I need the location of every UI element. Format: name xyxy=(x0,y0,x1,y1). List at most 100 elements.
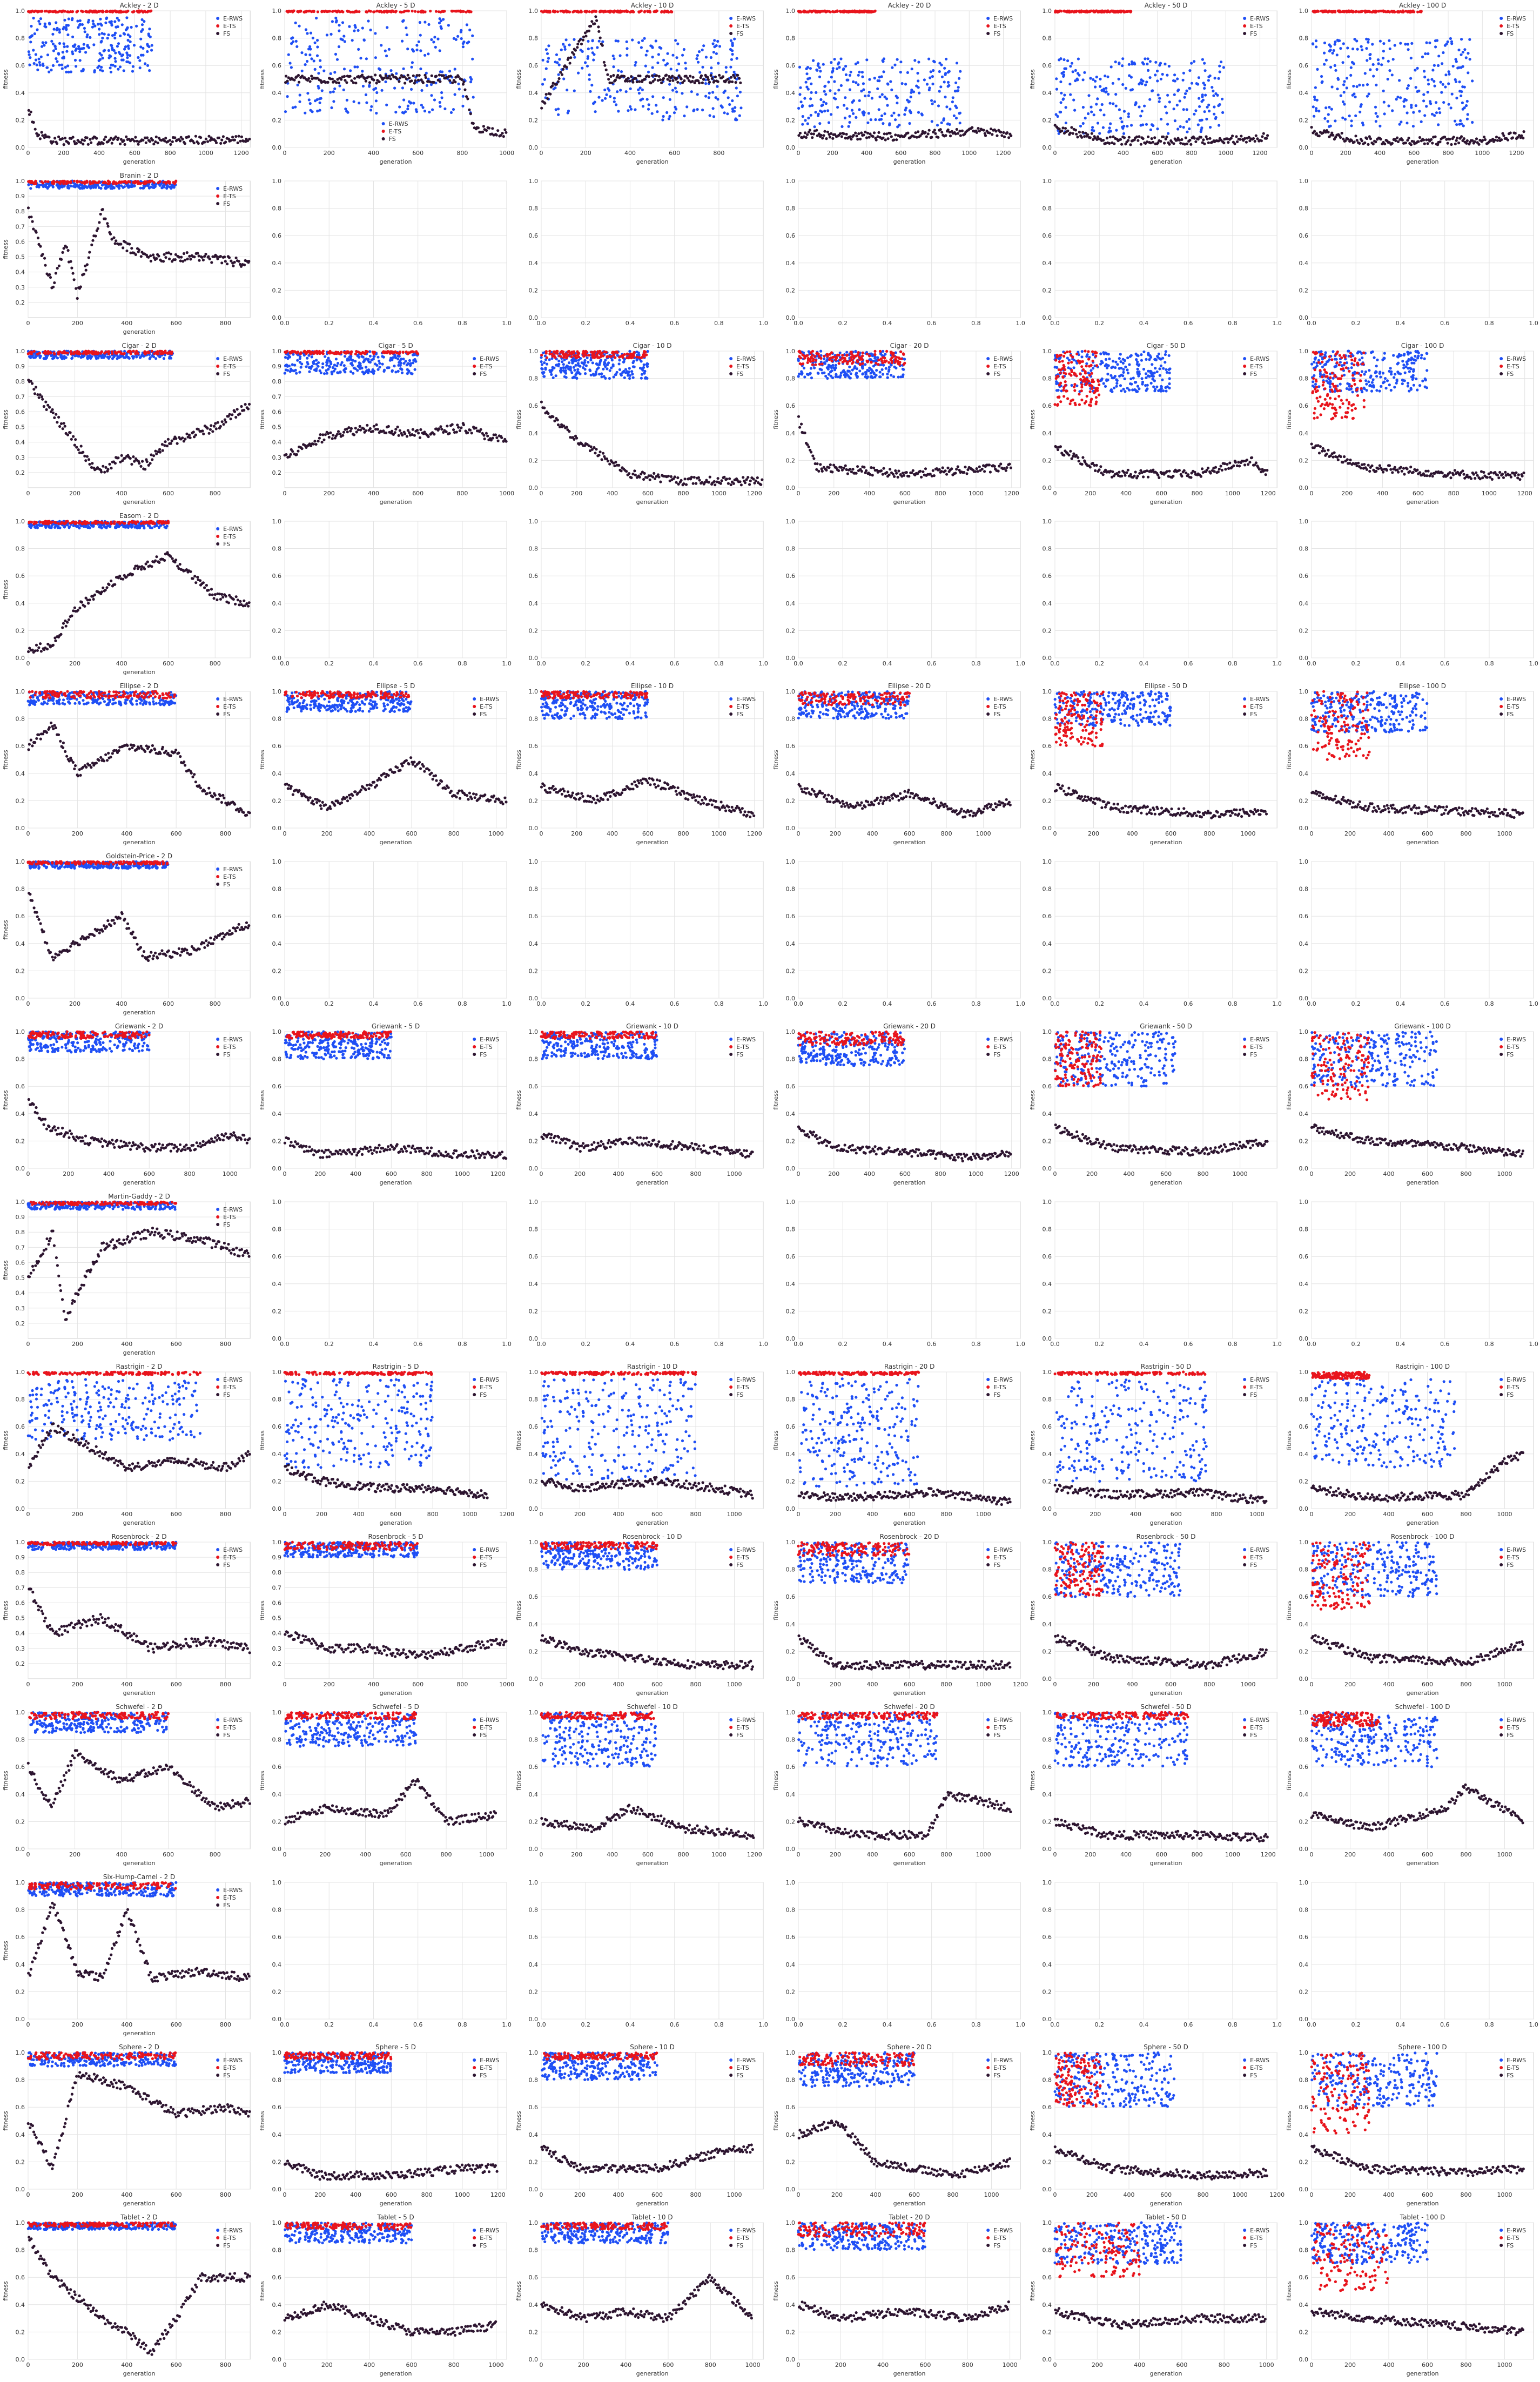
data-point xyxy=(78,50,82,53)
data-point xyxy=(1465,139,1469,143)
data-point xyxy=(1127,74,1131,77)
data-point xyxy=(29,352,32,355)
data-point xyxy=(1476,141,1479,144)
data-point xyxy=(926,132,930,136)
data-point xyxy=(43,22,46,25)
data-point xyxy=(665,111,669,114)
data-point xyxy=(647,10,650,14)
data-point xyxy=(558,58,561,61)
data-point xyxy=(336,78,339,81)
data-point xyxy=(1467,52,1470,55)
data-point xyxy=(1112,9,1115,12)
y-tick-label: 1.0 xyxy=(1299,178,1308,185)
data-point xyxy=(883,132,886,136)
data-point xyxy=(1143,57,1147,60)
data-point xyxy=(200,255,204,259)
data-point xyxy=(1058,127,1061,131)
data-point xyxy=(1201,141,1204,144)
data-point xyxy=(89,186,92,190)
data-point xyxy=(892,111,896,115)
data-point xyxy=(113,242,117,245)
data-point xyxy=(938,70,941,73)
data-point xyxy=(1081,122,1085,125)
data-point xyxy=(690,90,694,93)
data-point xyxy=(1239,134,1243,138)
data-point xyxy=(1210,86,1214,89)
data-point xyxy=(136,139,139,143)
data-point xyxy=(1374,10,1377,14)
data-point xyxy=(406,104,410,107)
data-point xyxy=(203,255,206,258)
data-point xyxy=(1324,106,1328,110)
data-point xyxy=(234,256,238,260)
data-point xyxy=(106,37,109,40)
x-tick-label: 0.4 xyxy=(882,320,892,327)
data-point xyxy=(1428,100,1432,103)
data-point xyxy=(1081,106,1085,109)
data-point xyxy=(1340,131,1343,135)
data-point xyxy=(154,449,157,453)
data-point xyxy=(1243,137,1246,140)
data-point xyxy=(98,221,101,224)
data-point xyxy=(1366,95,1369,98)
data-point xyxy=(885,132,888,136)
data-point xyxy=(353,77,357,80)
y-tick-label: 0.4 xyxy=(785,90,795,97)
data-point xyxy=(681,92,684,95)
data-point xyxy=(307,98,311,102)
subplot-svg: 0.0 0.2 0.4 0.6 0.8 1.00.00.20.40.60.81.0 xyxy=(272,178,512,327)
data-point xyxy=(842,132,845,136)
data-point xyxy=(291,36,294,39)
data-point xyxy=(32,227,35,231)
data-point xyxy=(60,9,64,12)
data-point xyxy=(916,79,919,83)
subplot-ackley-20-d: 0 200 400 600 800 1000 1200 0.0 0.2 0.4 0.6 0.8 1.0 A… xyxy=(770,0,1027,170)
data-point xyxy=(65,182,68,185)
data-point xyxy=(945,105,948,109)
data-point xyxy=(417,40,421,43)
data-point xyxy=(120,352,123,355)
data-point xyxy=(217,136,221,139)
data-point xyxy=(359,57,362,60)
data-point xyxy=(80,10,83,13)
data-point xyxy=(1332,49,1335,52)
data-point xyxy=(1211,89,1215,93)
data-point xyxy=(1352,84,1355,88)
data-point xyxy=(1090,105,1093,109)
data-point xyxy=(82,272,85,275)
data-point xyxy=(1009,134,1012,137)
data-point xyxy=(818,66,821,69)
data-point xyxy=(35,185,38,189)
y-tick-label: 0.0 xyxy=(16,144,25,151)
data-point xyxy=(1145,123,1148,126)
data-point xyxy=(549,92,552,96)
data-point xyxy=(46,53,50,57)
data-point xyxy=(631,80,635,84)
data-point xyxy=(295,45,299,48)
data-point xyxy=(1393,44,1396,47)
data-point xyxy=(555,83,559,86)
data-point xyxy=(719,104,723,107)
data-point xyxy=(660,46,663,50)
data-point xyxy=(611,10,615,14)
data-point xyxy=(168,355,171,359)
data-point xyxy=(112,236,116,239)
data-point xyxy=(233,138,236,142)
data-point xyxy=(729,48,732,51)
data-point xyxy=(1457,142,1461,145)
data-point xyxy=(182,252,186,255)
data-point xyxy=(1346,46,1349,50)
data-point xyxy=(316,45,319,49)
data-point xyxy=(129,40,132,43)
data-point xyxy=(881,122,884,125)
data-point xyxy=(1179,125,1182,128)
data-point xyxy=(313,41,317,44)
data-point xyxy=(1185,89,1188,92)
data-point xyxy=(1460,135,1463,138)
data-point xyxy=(99,212,102,216)
data-point xyxy=(125,135,128,138)
data-point xyxy=(51,42,55,45)
data-point xyxy=(1430,78,1434,81)
data-point xyxy=(1117,62,1121,65)
data-point xyxy=(290,66,293,69)
